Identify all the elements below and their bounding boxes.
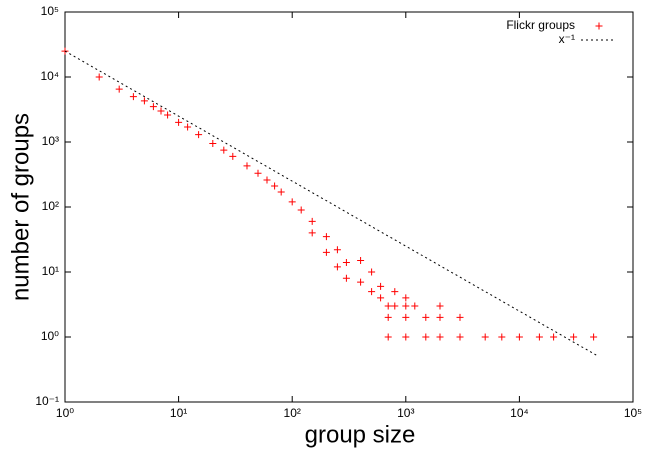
- x-tick-label: 10⁴: [510, 406, 529, 420]
- data-point: [436, 302, 444, 310]
- data-point: [377, 294, 385, 302]
- data-point: [411, 302, 419, 310]
- y-tick-label: 10²: [42, 199, 59, 213]
- data-point: [149, 103, 157, 111]
- data-point: [422, 313, 430, 321]
- x-tick-label: 10⁵: [624, 406, 642, 420]
- data-point: [333, 263, 341, 271]
- data-point: [277, 188, 285, 196]
- data-point: [209, 139, 217, 147]
- data-point: [243, 162, 251, 170]
- data-point: [184, 123, 192, 131]
- data-point: [481, 333, 489, 341]
- data-point: [357, 257, 365, 265]
- data-point: [157, 107, 165, 115]
- data-point: [297, 206, 305, 214]
- data-point: [322, 248, 330, 256]
- data-point: [498, 333, 506, 341]
- y-axis-label: number of groups: [7, 113, 34, 301]
- data-point: [342, 274, 350, 282]
- data-point: [456, 333, 464, 341]
- data-point: [95, 73, 103, 81]
- x-tick-label: 10¹: [170, 406, 187, 420]
- legend-label: x⁻¹: [559, 32, 575, 46]
- y-tick-label: 10³: [42, 134, 59, 148]
- data-point: [288, 198, 296, 206]
- data-point: [115, 85, 123, 93]
- data-point: [271, 182, 279, 190]
- y-tick-label: 10⁰: [41, 329, 59, 343]
- x-axis-label: group size: [305, 421, 416, 448]
- data-point: [368, 288, 376, 296]
- data-point: [422, 333, 430, 341]
- data-point: [129, 93, 137, 101]
- data-point: [140, 97, 148, 105]
- data-point: [263, 176, 271, 184]
- plot-frame: [64, 11, 634, 403]
- legend-label: Flickr groups: [506, 18, 575, 32]
- data-point: [391, 302, 399, 310]
- data-point: [164, 111, 172, 119]
- data-point: [384, 333, 392, 341]
- data-point: [308, 217, 316, 225]
- data-point: [535, 333, 543, 341]
- data-point: [590, 333, 598, 341]
- data-point: [570, 333, 578, 341]
- data-point: [357, 278, 365, 286]
- data-point: [322, 233, 330, 241]
- data-point: [391, 288, 399, 296]
- x-tick-label: 10³: [397, 406, 414, 420]
- data-point: [436, 333, 444, 341]
- data-point: [254, 169, 262, 177]
- data-point: [515, 333, 523, 341]
- data-point: [333, 246, 341, 254]
- data-point: [229, 152, 237, 160]
- fit-line: [64, 50, 600, 358]
- data-point: [402, 294, 410, 302]
- data-point: [175, 118, 183, 126]
- y-tick-label: 10¹: [42, 264, 59, 278]
- x-tick-label: 10⁰: [56, 406, 74, 420]
- data-point: [436, 313, 444, 321]
- data-point: [402, 333, 410, 341]
- data-point: [456, 313, 464, 321]
- data-point: [384, 302, 392, 310]
- data-point: [402, 313, 410, 321]
- data-point: [220, 146, 228, 154]
- data-point: [368, 268, 376, 276]
- data-point: [308, 229, 316, 237]
- data-point: [384, 313, 392, 321]
- y-tick-label: 10⁵: [41, 4, 59, 18]
- legend-marker: [595, 22, 603, 30]
- y-tick-label: 10⁴: [40, 69, 59, 83]
- data-point: [342, 259, 350, 267]
- data-point: [377, 282, 385, 290]
- data-point: [402, 302, 410, 310]
- data-point: [195, 131, 203, 139]
- y-tick-label: 10⁻¹: [35, 394, 59, 408]
- x-tick-label: 10²: [284, 406, 301, 420]
- data-point: [550, 333, 558, 341]
